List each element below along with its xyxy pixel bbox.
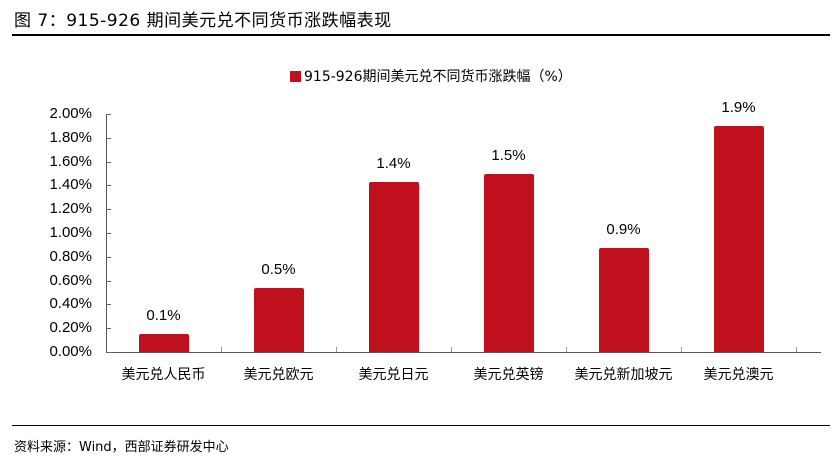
x-tick-mark	[336, 347, 337, 352]
y-tick-mark	[106, 185, 111, 186]
x-tick-mark	[681, 347, 682, 352]
x-category-label: 美元兑英镑	[473, 367, 544, 383]
y-tick-mark	[106, 162, 111, 163]
y-tick-mark	[106, 328, 111, 329]
y-tick-mark	[106, 304, 111, 305]
y-tick-label: 0.00%	[49, 343, 92, 360]
y-tick-mark	[106, 114, 111, 115]
bar	[253, 287, 304, 352]
source-note: 资料来源：Wind，西部证券研发中心	[14, 440, 229, 455]
x-category-label: 美元兑新加坡元	[574, 367, 673, 383]
y-tick-label: 0.20%	[49, 319, 92, 337]
y-tick-mark	[106, 281, 111, 282]
bar	[598, 248, 649, 352]
y-tick-label: 1.20%	[49, 200, 92, 218]
bar-value-label: 1.9%	[721, 98, 756, 116]
x-category-label: 美元兑澳元	[703, 367, 774, 383]
top-rule	[12, 34, 830, 36]
x-category-label: 美元兑欧元	[243, 367, 314, 383]
bar	[483, 173, 534, 352]
y-tick-label: 1.80%	[49, 128, 92, 146]
y-tick-mark	[106, 257, 111, 258]
y-tick-mark	[106, 138, 111, 139]
bar-value-label: 1.4%	[376, 154, 411, 172]
bar	[138, 334, 189, 352]
x-axis	[106, 352, 821, 353]
legend-label: 915-926期间美元兑不同货币涨跌幅（%）	[304, 69, 572, 85]
legend-swatch-icon	[290, 70, 301, 82]
y-tick-mark	[106, 209, 111, 210]
y-tick-label: 0.80%	[49, 247, 92, 265]
bar-value-label: 0.5%	[261, 260, 296, 278]
bottom-rule	[12, 425, 830, 426]
y-tick-label: 0.40%	[49, 295, 92, 313]
bar-value-label: 1.5%	[491, 146, 526, 164]
y-tick-mark	[106, 233, 111, 234]
x-category-label: 美元兑日元	[358, 367, 429, 383]
bar-value-label: 0.1%	[146, 307, 181, 325]
y-tick-mark	[106, 352, 111, 353]
x-tick-mark	[566, 347, 567, 352]
bar	[713, 125, 764, 352]
y-tick-label: 1.40%	[49, 176, 92, 194]
y-tick-label: 1.60%	[49, 152, 92, 170]
x-tick-mark	[221, 347, 222, 352]
y-tick-label: 0.60%	[49, 271, 92, 289]
x-tick-mark	[451, 347, 452, 352]
x-category-label: 美元兑人民币	[121, 367, 206, 383]
y-tick-label: 1.00%	[49, 224, 92, 241]
bar-value-label: 0.9%	[606, 221, 641, 239]
legend: 915-926期间美元兑不同货币涨跌幅（%）	[290, 66, 572, 86]
x-tick-mark	[796, 347, 797, 352]
y-tick-label: 2.00%	[49, 105, 92, 122]
figure-title: 图 7：915-926 期间美元兑不同货币涨跌幅表现	[14, 11, 392, 31]
bar	[368, 181, 419, 352]
